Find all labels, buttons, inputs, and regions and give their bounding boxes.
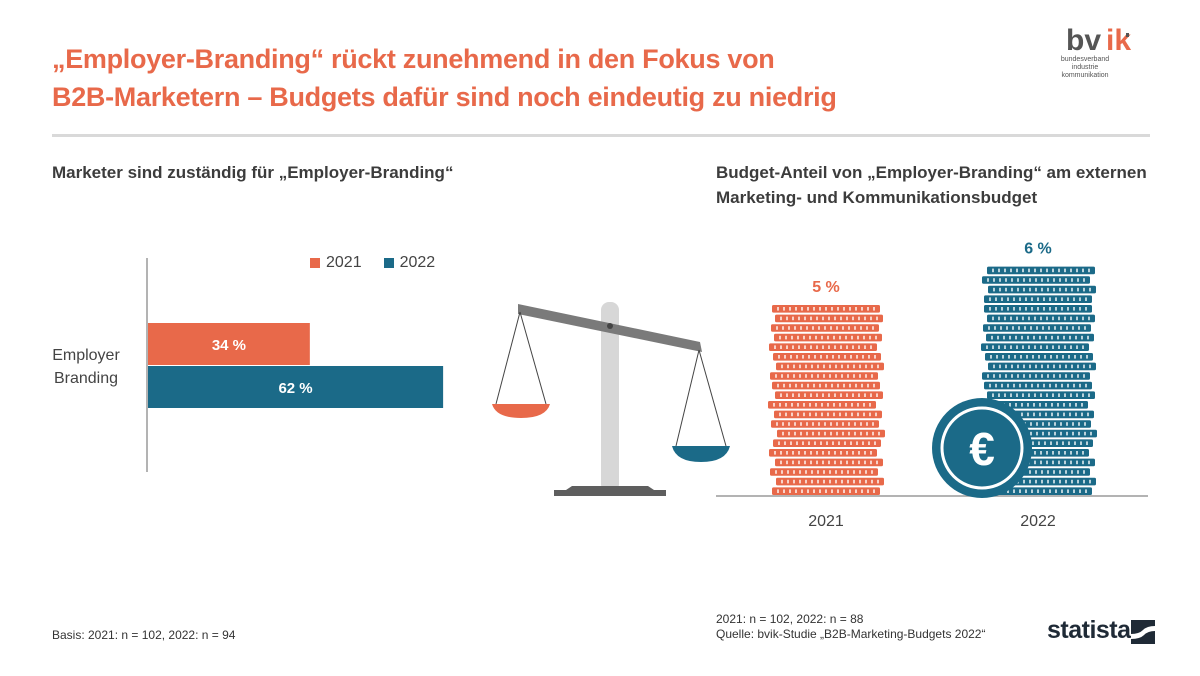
page-title-line-1: „Employer-Branding“ rückt zunehmend in d… [52, 44, 775, 74]
logo-text-ik: ik [1106, 24, 1131, 57]
balance-scale-icon [492, 302, 730, 496]
legend-item-2022: 2022 [383, 254, 436, 272]
right-scale-pan [672, 446, 730, 462]
sample-size-note: 2021: n = 102, 2022: n = 88 [716, 612, 864, 626]
page-title-line-2: B2B-Marketern – Budgets dafür sind noch … [52, 82, 837, 112]
employer-branding-bar-chart: Employer Branding 34 % 62 % [52, 258, 444, 472]
bar-2022 [148, 366, 444, 408]
logo-tagline-2: industrie kommunikation [1061, 64, 1109, 79]
chart-legend: 2021 2022 [310, 254, 435, 272]
bar-2021 [148, 323, 310, 365]
euro-coin-icon: € [932, 398, 1032, 498]
coin-value-label-2022: 6 % [1024, 241, 1052, 258]
logo-tagline-1: bundesverband [1060, 56, 1110, 63]
coin-category-label-2021: 2021 [808, 513, 844, 530]
coin-stack-2021 [768, 305, 885, 495]
page-title: „Employer-Branding“ rückt zunehmend in d… [52, 40, 952, 116]
bar-label-2022: 62 % [278, 380, 312, 397]
statista-logo: statista [1047, 616, 1131, 644]
coin-value-label-2021: 5 % [812, 279, 840, 296]
bars-group: 34 % 62 % [148, 323, 444, 408]
legend-item-2021: 2021 [310, 254, 362, 272]
legend-swatch-2021 [310, 258, 320, 268]
legend-swatch-2022 [383, 258, 394, 268]
right-subtitle-line-1: Budget-Anteil von „Employer-Branding“ am… [716, 163, 1147, 182]
left-scale-pan [492, 404, 550, 418]
budget-share-coin-chart: 5 % 2021 6 % 2022 € [716, 241, 1148, 530]
right-subtitle-line-2: Marketing- und Kommunikationsbudget [716, 188, 1038, 207]
left-footnote: Basis: 2021: n = 102, 2022: n = 94 [52, 628, 236, 642]
left-subtitle: Marketer sind zuständig für „Employer-Br… [52, 163, 454, 182]
euro-symbol: € [969, 423, 995, 475]
bar-label-2021: 34 % [212, 337, 246, 354]
source-note: Quelle: bvik-Studie „B2B-Marketing-Budge… [716, 627, 986, 641]
title-divider [52, 134, 1150, 137]
right-subtitle: Budget-Anteil von „Employer-Branding“ am… [716, 160, 1166, 210]
logo-text-bv: bv [1066, 24, 1101, 57]
category-label-line-1: Employer [52, 347, 120, 364]
coin-stacks-group: 5 % 2021 6 % 2022 [768, 241, 1097, 530]
bvik-logo: bv ik [1066, 24, 1131, 57]
legend-label-2021: 2021 [326, 254, 362, 271]
logo-tagline: bundesverband industrie kommunikation [1048, 56, 1122, 80]
coin-category-label-2022: 2022 [1020, 513, 1056, 530]
statista-mark-icon [1131, 620, 1155, 644]
category-label-line-2: Branding [54, 370, 118, 387]
right-footnote: 2021: n = 102, 2022: n = 88 Quelle: bvik… [716, 612, 985, 642]
legend-label-2022: 2022 [399, 254, 436, 271]
